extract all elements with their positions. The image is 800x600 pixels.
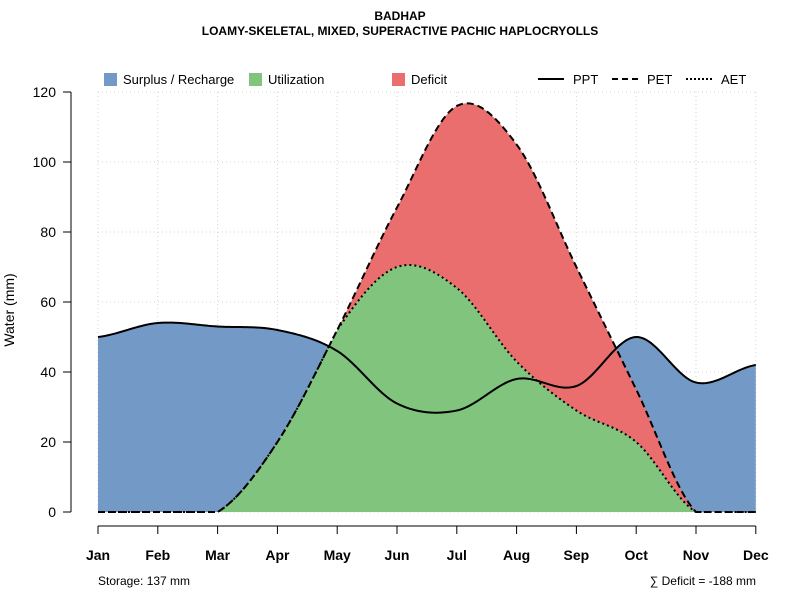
legend-swatch-utilization [249,72,262,86]
x-tick-label: Jul [447,547,467,563]
y-tick-label: 80 [40,224,56,240]
series-line-ppt [97,321,756,414]
x-tick-label: Oct [625,547,649,563]
legend-line-ppt [538,78,564,80]
x-tick-label: Feb [145,547,170,563]
x-tick-label: Jan [86,547,110,563]
legend-utilization: Utilization [249,71,324,87]
legend-label-pet: PET [647,71,673,87]
x-tick-label: May [324,547,351,563]
area-utilization [98,264,756,512]
legend-label-aet: AET [721,71,747,87]
series-line-pet [98,102,756,513]
axes: 0 20 40 60 80 100 120 Jan Feb Mar Apr May Jun Jul Aug S… [33,84,769,563]
legend-label-deficit: Deficit [411,71,448,87]
x-tick-label: Mar [205,547,230,563]
x-tick-label: Apr [265,547,290,563]
chart-subtitle: LOAMY-SKELETAL, MIXED, SUPERACTIVE PACHI… [201,24,599,38]
legend-surplus: Surplus / Recharge [104,71,234,87]
area-fills [98,103,756,512]
y-tick-label: 0 [48,504,56,520]
legend-label-ppt: PPT [573,71,599,87]
x-tick-label: Dec [743,547,769,563]
y-tick-label: 60 [40,294,56,310]
y-axis-label: Water (mm) [1,273,17,346]
legend-line-aet [686,78,712,80]
y-tick-label: 100 [33,154,57,170]
area-deficit [98,103,756,512]
legend-label-utilization: Utilization [268,71,325,87]
legend-swatch-deficit [392,72,405,86]
y-tick-label: 20 [40,434,56,450]
chart-title: BADHAP [374,9,426,23]
y-tick-label: 40 [40,364,56,380]
series-lines [97,102,756,513]
y-tick-label: 120 [33,84,57,100]
storage-note: Storage: 137 mm [98,574,191,588]
legend-ppt: PPT [538,71,598,87]
legend-aet: AET [686,71,746,87]
legend-deficit: Deficit [392,71,447,87]
x-tick-label: Nov [683,547,710,563]
x-tick-label: Jun [385,547,410,563]
x-tick-label: Aug [503,547,530,563]
legend-label-surplus: Surplus / Recharge [123,71,235,87]
legend-line-pet [612,78,638,80]
x-tick-label: Sep [564,547,590,563]
legend-pet: PET [612,71,672,87]
deficit-note: ∑ Deficit = -188 mm [649,574,756,588]
legend-swatch-surplus [104,72,117,86]
